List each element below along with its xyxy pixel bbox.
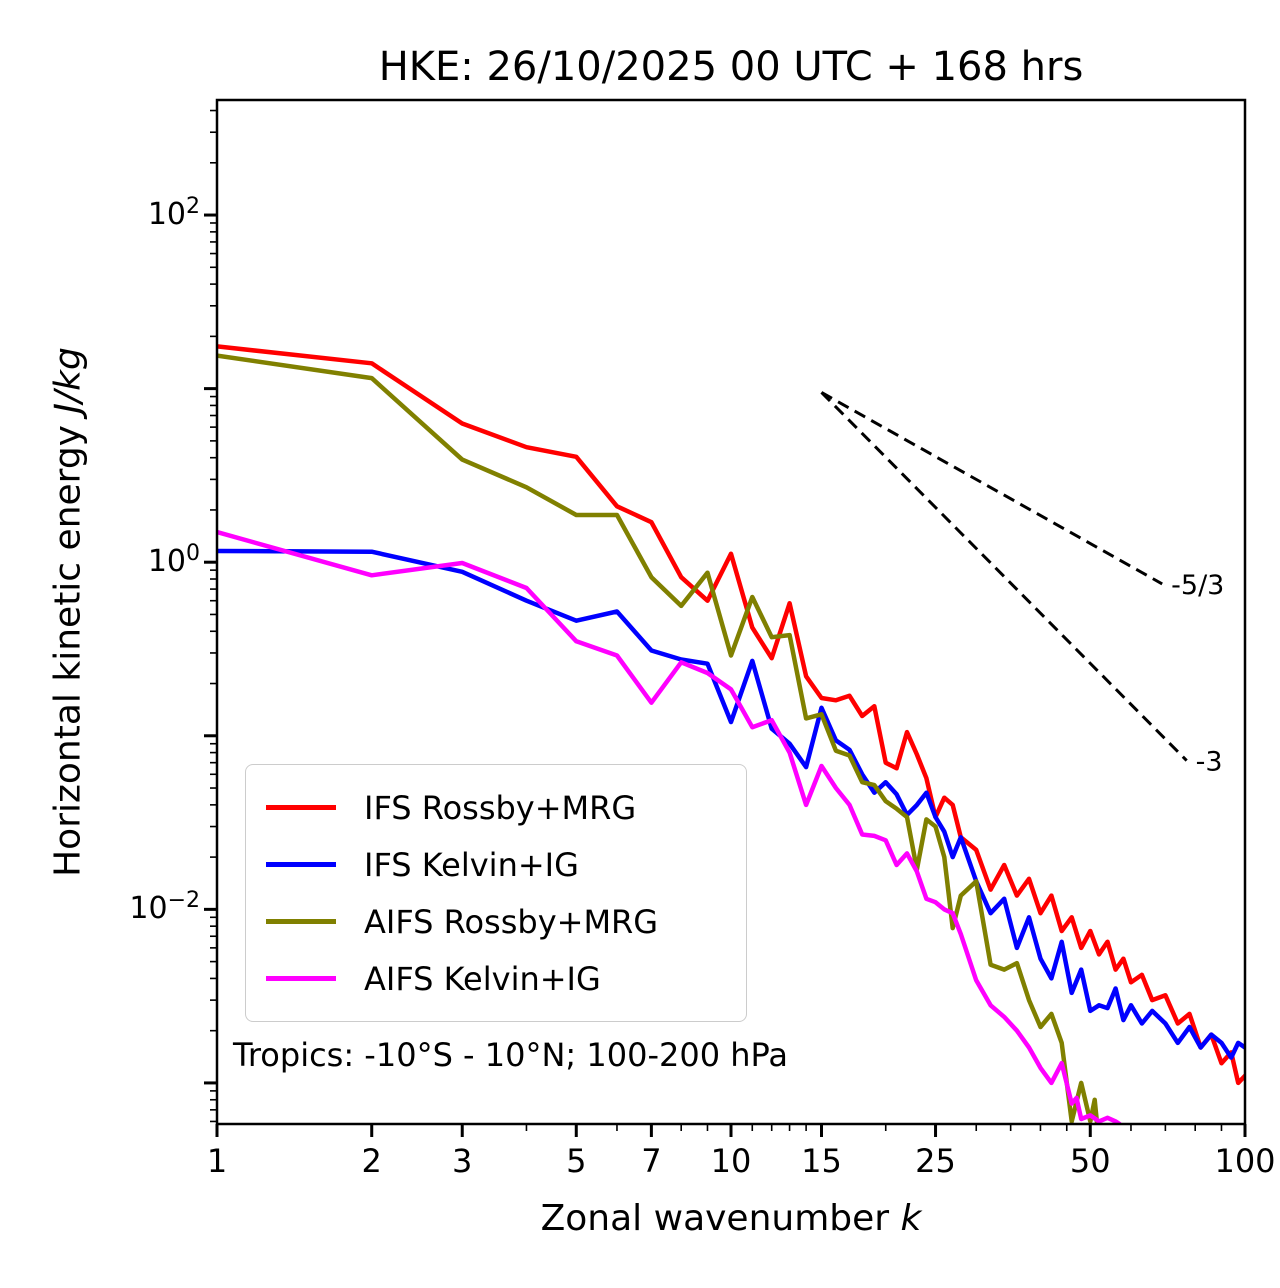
legend-item: AIFS Rossby+MRG <box>266 893 726 950</box>
legend-item: AIFS Kelvin+IG <box>266 950 726 1007</box>
slope-reference-line <box>820 391 1188 762</box>
slope-label: -5/3 <box>1171 570 1224 601</box>
legend-line-swatch <box>266 919 336 924</box>
y-axis-label: Horizontal kinetic energy J/kg <box>48 347 89 877</box>
legend-label: AIFS Rossby+MRG <box>364 902 659 941</box>
y-axis-label-symbol: J/kg <box>47 347 89 414</box>
plot-border <box>215 98 1247 1126</box>
chart-title: HKE: 26/10/2025 00 UTC + 168 hrs <box>378 44 1084 90</box>
x-tick-label: 25 <box>915 1142 956 1180</box>
x-tick-label: 15 <box>801 1142 842 1180</box>
legend-line-swatch <box>266 976 336 981</box>
x-tick-label: 2 <box>361 1142 382 1180</box>
x-tick-label: 10 <box>710 1142 752 1180</box>
legend-item: IFS Kelvin+IG <box>266 836 726 893</box>
legend-line-swatch <box>266 862 336 867</box>
x-tick-label: 5 <box>566 1142 587 1180</box>
x-axis-label: Zonal wavenumber k <box>217 1198 1245 1239</box>
y-tick-label: 10−2 <box>129 888 200 927</box>
x-axis-label-text: Zonal wavenumber <box>540 1198 901 1239</box>
series-line-aifs-rossby-mrg <box>217 353 1100 1124</box>
y-tick-label: 100 <box>147 541 200 580</box>
slope-reference-line <box>820 391 1163 586</box>
y-axis-label-text: Horizontal kinetic energy <box>47 413 89 877</box>
x-tick-label: 1 <box>206 1142 228 1180</box>
legend-box: IFS Rossby+MRG IFS Kelvin+IG AIFS Rossby+M… <box>245 764 747 1022</box>
x-tick-label: 50 <box>1069 1142 1111 1180</box>
x-tick-label: 7 <box>641 1142 662 1180</box>
legend-label: IFS Kelvin+IG <box>364 845 579 884</box>
series-line-aifs-kelvin-ig <box>217 529 1122 1124</box>
slope-label: -3 <box>1196 747 1223 778</box>
series-line-ifs-kelvin-ig <box>217 548 1245 1060</box>
legend-label: IFS Rossby+MRG <box>364 788 637 827</box>
legend-label: AIFS Kelvin+IG <box>364 959 601 998</box>
legend-item: IFS Rossby+MRG <box>266 779 726 836</box>
y-tick-label: 102 <box>147 194 200 233</box>
legend-line-swatch <box>266 805 336 810</box>
plot-area: -5/3 -3 <box>204 98 1247 1137</box>
x-axis-label-symbol: k <box>900 1198 922 1239</box>
x-tick-label: 100 <box>1214 1142 1276 1180</box>
region-annotation: Tropics: -10°S - 10°N; 100-200 hPa <box>233 1036 788 1074</box>
x-tick-label: 3 <box>452 1142 473 1180</box>
